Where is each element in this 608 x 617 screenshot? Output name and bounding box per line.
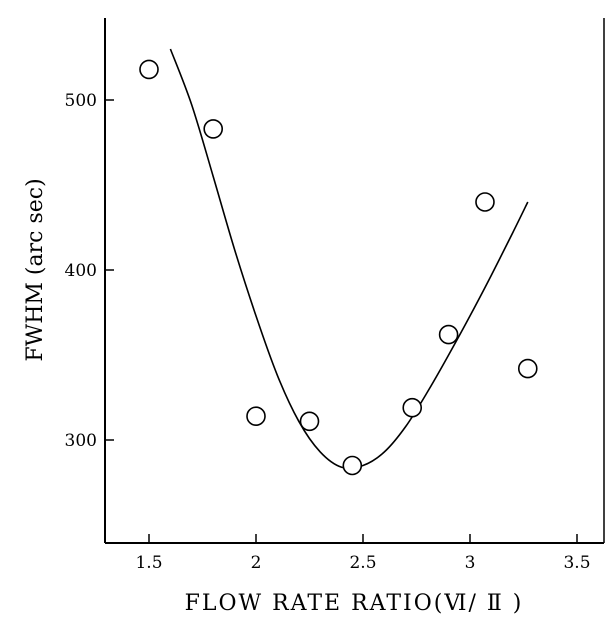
data-point (438, 324, 459, 345)
data-point (246, 406, 266, 427)
data-point (139, 59, 159, 80)
y-axis-title: FWHM (arc sec) (23, 178, 48, 361)
x-tick-label: 1.5 (135, 553, 162, 573)
x-tick-label: 2 (251, 553, 262, 573)
x-axis-title: FLOW RATE RATIO(Ⅵ/ Ⅱ ) (185, 591, 524, 616)
data-point (517, 358, 538, 379)
data-point (475, 192, 495, 212)
plot-frame (104, 18, 605, 544)
data-point (299, 411, 320, 432)
ticks (105, 99, 578, 543)
x-tick-label: 2.5 (349, 553, 376, 573)
data-point (342, 455, 363, 476)
y-tick-label: 400 (65, 261, 97, 281)
x-tick-label: 3 (465, 553, 476, 573)
x-tick-label: 3.5 (563, 553, 590, 573)
series-layer (139, 48, 538, 476)
fit-curve (169, 48, 529, 470)
data-point (203, 119, 223, 139)
data-point (402, 397, 423, 418)
y-tick-label: 300 (65, 431, 97, 451)
y-tick-label: 500 (65, 91, 97, 111)
tick-labels: 1.5 2 2.5 3 3.5 300 400 500 (65, 91, 591, 573)
